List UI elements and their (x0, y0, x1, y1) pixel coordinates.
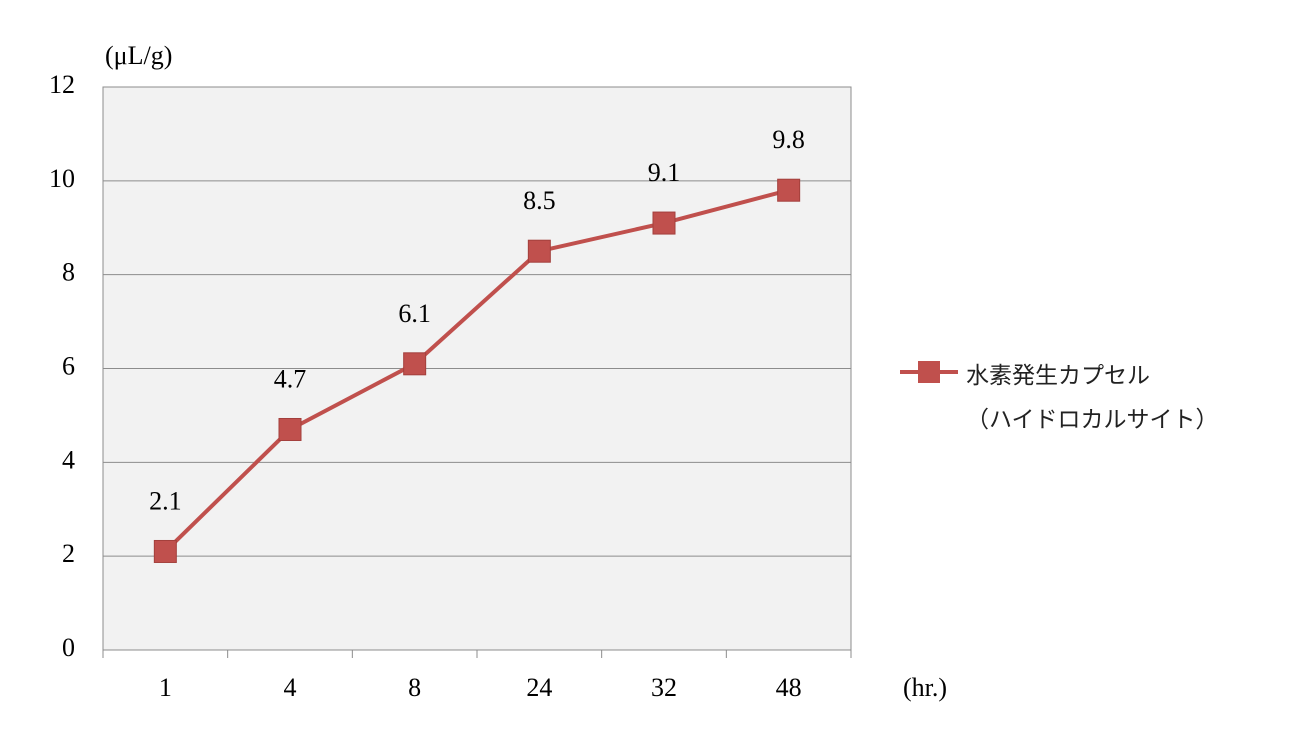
y-tick-label: 10 (49, 164, 75, 193)
legend-label: 水素発生カプセル （ハイドロカルサイト） (966, 363, 1219, 433)
x-tick-label: 4 (284, 673, 297, 702)
data-label: 2.1 (149, 486, 182, 515)
data-label: 8.5 (523, 186, 556, 215)
y-axis-label: (μL/g) (105, 41, 172, 70)
y-tick-label: 12 (49, 70, 75, 99)
marker (777, 178, 801, 202)
data-label: 6.1 (398, 299, 431, 328)
x-tick-label: 24 (526, 673, 552, 702)
x-tick-label: 32 (651, 673, 677, 702)
marker (527, 239, 551, 263)
series-line (163, 188, 790, 553)
data-label: 4.7 (274, 364, 307, 393)
y-tick-label: 4 (62, 445, 75, 474)
x-axis-label: (hr.) (903, 673, 947, 702)
y-tick-label: 0 (62, 633, 75, 662)
data-label: 9.8 (772, 125, 805, 154)
marker (153, 539, 177, 563)
x-tick-label: 48 (776, 673, 802, 702)
x-tick-label: 8 (408, 673, 421, 702)
data-label: 9.1 (648, 158, 681, 187)
marker (403, 352, 427, 376)
x-tick-label: 1 (159, 673, 172, 702)
legend-marker (918, 361, 940, 383)
marker (652, 211, 676, 235)
y-tick-label: 2 (62, 539, 75, 568)
y-tick-label: 6 (62, 351, 75, 380)
y-tick-label: 8 (62, 258, 75, 287)
marker (278, 417, 302, 441)
